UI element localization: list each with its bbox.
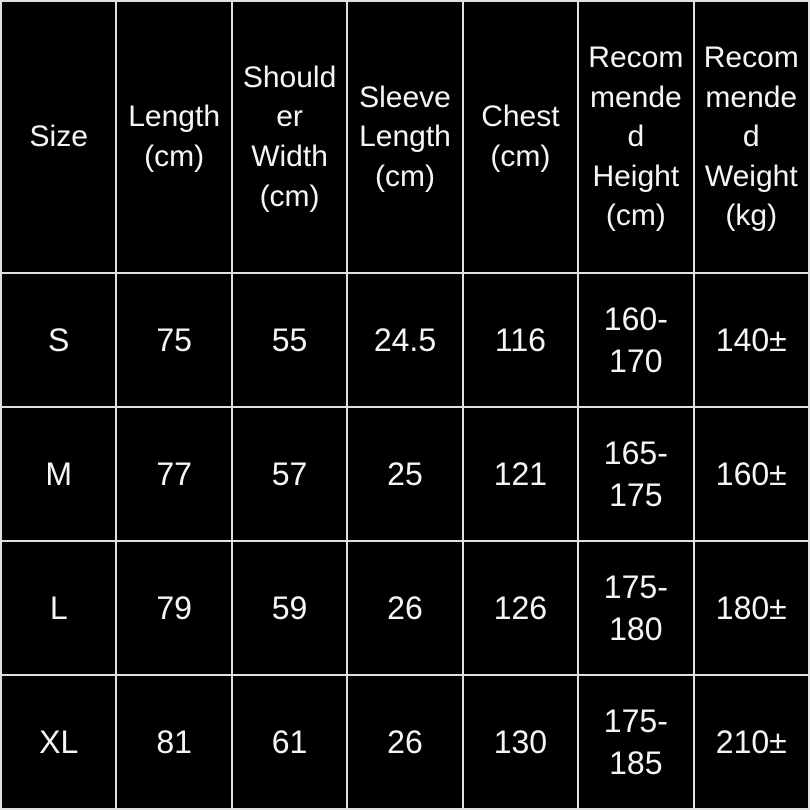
cell-shoulder-width: 57 — [230, 406, 349, 542]
header-cell-chest: Chest (cm) — [461, 0, 580, 274]
header-cell-size: Size — [0, 0, 118, 274]
cell-sleeve-length: 25 — [346, 406, 464, 542]
size-row-m: M 77 57 25 121 165-175 160± — [0, 406, 810, 542]
cell-recommended-height: 175-180 — [577, 540, 695, 676]
cell-length: 79 — [115, 540, 233, 676]
cell-recommended-height: 165-175 — [577, 406, 695, 542]
cell-recommended-weight: 180± — [692, 540, 810, 676]
size-row-s: S 75 55 24.5 116 160-170 140± — [0, 272, 810, 408]
header-cell-sleeve-length: Sleeve Length (cm) — [346, 0, 464, 274]
cell-sleeve-length: 24.5 — [346, 272, 464, 408]
cell-recommended-weight: 140± — [692, 272, 810, 408]
size-row-xl: XL 81 61 26 130 175-185 210± — [0, 674, 810, 810]
cell-recommended-weight: 210± — [692, 674, 810, 810]
header-row: Size Length (cm) Shoulder Width (cm) Sle… — [0, 0, 810, 274]
cell-shoulder-width: 61 — [230, 674, 349, 810]
cell-shoulder-width: 55 — [230, 272, 349, 408]
cell-size: XL — [0, 674, 118, 810]
cell-length: 75 — [115, 272, 233, 408]
cell-chest: 121 — [461, 406, 580, 542]
cell-chest: 126 — [461, 540, 580, 676]
cell-sleeve-length: 26 — [346, 674, 464, 810]
header-cell-length: Length (cm) — [115, 0, 233, 274]
header-cell-recommended-weight: Recommended Weight (kg) — [692, 0, 810, 274]
cell-chest: 116 — [461, 272, 580, 408]
cell-chest: 130 — [461, 674, 580, 810]
cell-length: 77 — [115, 406, 233, 542]
header-cell-shoulder-width: Shoulder Width (cm) — [230, 0, 349, 274]
cell-recommended-height: 160-170 — [577, 272, 695, 408]
header-cell-recommended-height: Recommended Height (cm) — [577, 0, 695, 274]
cell-length: 81 — [115, 674, 233, 810]
size-row-l: L 79 59 26 126 175-180 180± — [0, 540, 810, 676]
cell-recommended-height: 175-185 — [577, 674, 695, 810]
cell-shoulder-width: 59 — [230, 540, 349, 676]
cell-size: L — [0, 540, 118, 676]
cell-size: S — [0, 272, 118, 408]
cell-sleeve-length: 26 — [346, 540, 464, 676]
cell-size: M — [0, 406, 118, 542]
cell-recommended-weight: 160± — [692, 406, 810, 542]
